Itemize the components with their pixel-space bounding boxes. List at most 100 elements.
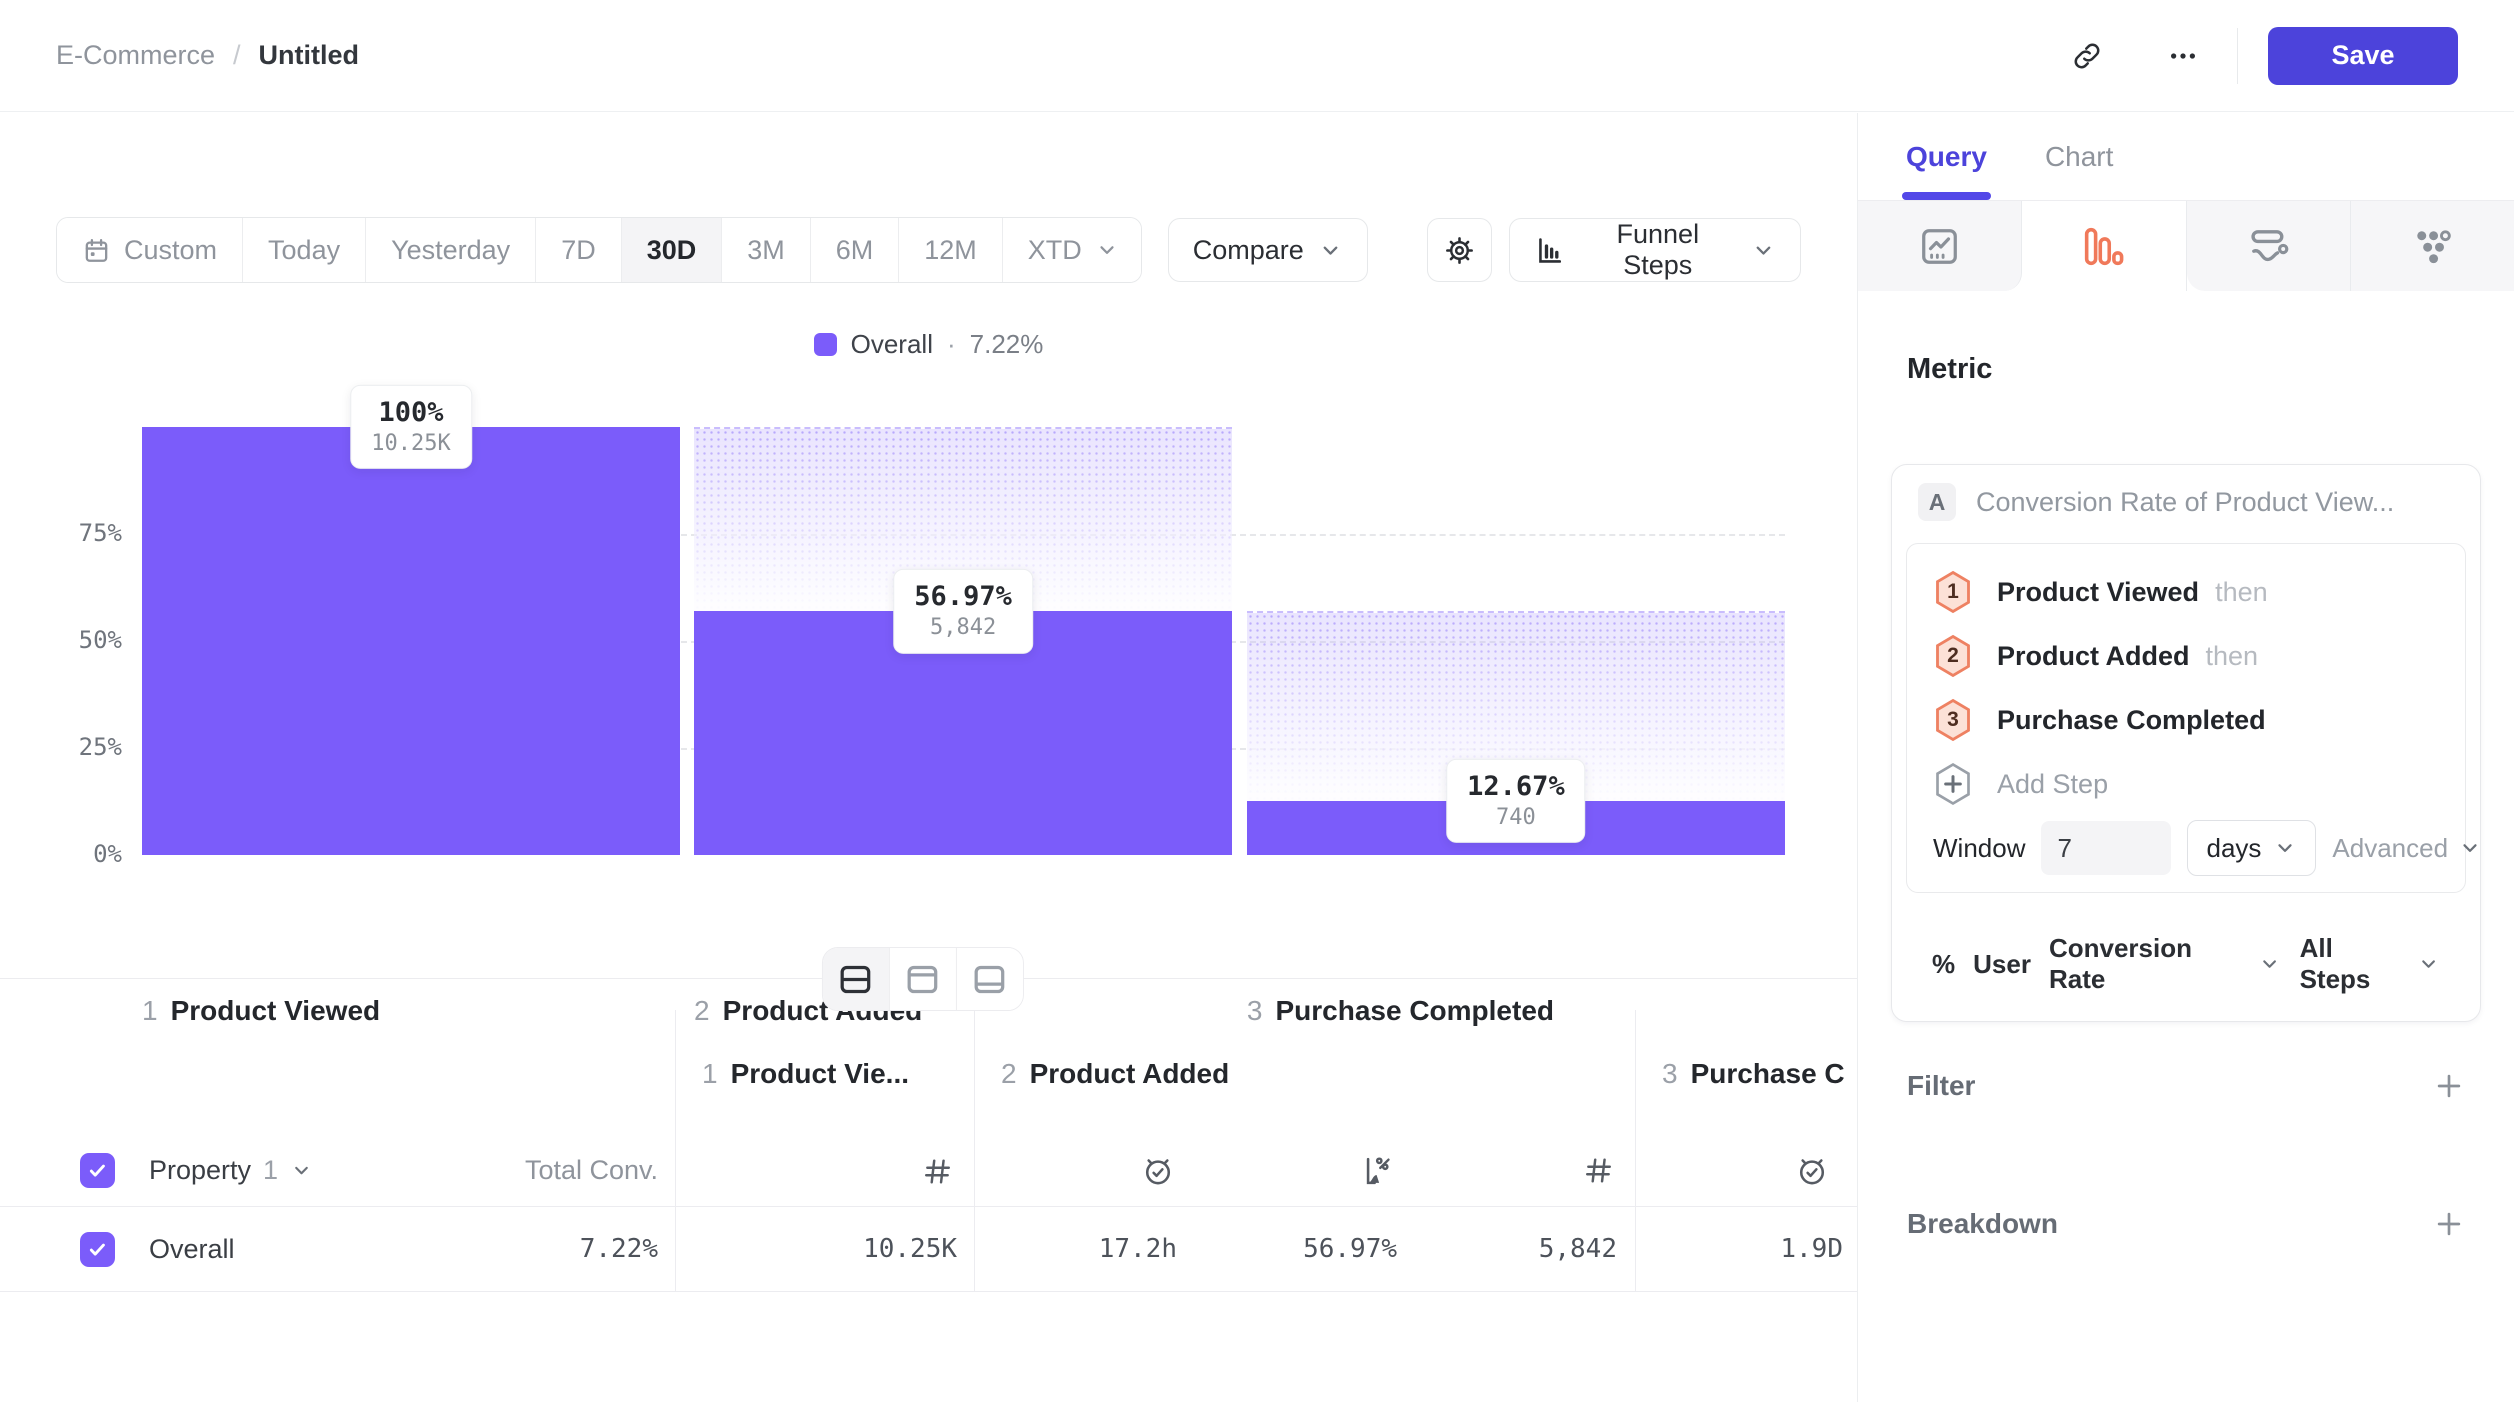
table-row[interactable]: Overall 7.22% (0, 1207, 675, 1292)
share-link-button[interactable] (2059, 28, 2115, 84)
step2-column-header[interactable]: 2 Product Added (1001, 1058, 1230, 1089)
range-today[interactable]: Today (243, 218, 367, 282)
tab-funnel[interactable] (2022, 201, 2187, 291)
link-icon (2072, 41, 2102, 71)
y-tick-0: 0% (93, 840, 122, 868)
tab-query[interactable]: Query (1902, 113, 1991, 200)
compare-button[interactable]: Compare (1167, 218, 1368, 282)
funnel-bar-purchase-completed[interactable]: 12.67% 740 (1246, 427, 1785, 855)
step3-column-header[interactable]: 3 Purchase C (1662, 1058, 1845, 1089)
range-xtd[interactable]: XTD (1002, 218, 1141, 282)
insights-chart-icon (1918, 225, 1961, 268)
gear-icon (1444, 235, 1475, 266)
range-3m[interactable]: 3M (722, 218, 811, 282)
chevron-down-icon (2458, 836, 2482, 860)
row-checkbox[interactable] (80, 1231, 115, 1267)
funnel-bar-product-added[interactable]: 56.97% 5,842 (694, 427, 1233, 855)
ellipsis-icon (2168, 41, 2198, 71)
steps-scope-selector[interactable]: All Steps (2300, 933, 2440, 995)
range-7d[interactable]: 7D (536, 218, 622, 282)
range-12m[interactable]: 12M (899, 218, 1003, 282)
add-filter-button[interactable] (2433, 1070, 2465, 1102)
window-value-input[interactable] (2041, 821, 2172, 875)
funnel-step-2[interactable]: 2 Product Added then (1933, 634, 2439, 678)
breadcrumb-project[interactable]: E-Commerce (56, 40, 216, 70)
legend-separator: · (946, 329, 956, 359)
chart-type-label: Funnel Steps (1616, 219, 1700, 280)
range-yesterday[interactable]: Yesterday (366, 218, 537, 282)
range-6m[interactable]: 6M (810, 218, 900, 282)
step-number-badge: 2 (1933, 634, 1973, 678)
breadcrumb: E-Commerce / Untitled (56, 40, 359, 71)
add-breakdown-button[interactable] (2433, 1208, 2465, 1240)
chart-toolbar: Custom Today Yesterday 7D 30D 3M 6M 12M … (56, 217, 1802, 283)
top-bar: E-Commerce / Untitled Save (0, 0, 2514, 112)
measure-row: % User Conversion Rate All Steps (1892, 913, 2480, 1021)
property-selector[interactable]: Property 1 (149, 1155, 313, 1186)
layout-table-only-button[interactable] (956, 948, 1023, 1010)
table-property-column: Property 1 Total Conv. Overall 7.22% (0, 1010, 675, 1292)
legend-series-label: Overall (850, 329, 933, 359)
plus-icon (2433, 1208, 2465, 1240)
y-tick-75: 75% (78, 519, 122, 547)
legend-series-value: 7.22% (969, 329, 1044, 359)
top-bar-actions: Save (2059, 26, 2458, 85)
step1-column-header[interactable]: 1 Product Vie... (702, 1058, 909, 1089)
bar-solid (142, 427, 681, 855)
chart-legend[interactable]: Overall · 7.22% (0, 329, 1857, 360)
body: Custom Today Yesterday 7D 30D 3M 6M 12M … (0, 113, 2514, 1402)
count-metric-toggle[interactable] (676, 1155, 974, 1188)
add-step-button[interactable]: Add Step (1933, 762, 2439, 806)
time-metric-toggle[interactable] (975, 1154, 1195, 1188)
layout-chart-only-button[interactable] (889, 948, 957, 1010)
cell-step2-conversion: 56.97% (1303, 1234, 1397, 1264)
table-step3-column: 3 Purchase C 1.9D (1635, 1010, 1857, 1292)
select-all-checkbox[interactable] (80, 1152, 115, 1188)
funnel-steps-icon (1534, 235, 1565, 266)
conversion-window-row: Window days Advanced (1933, 820, 2439, 876)
tab-flow[interactable] (2186, 201, 2351, 291)
conversion-metric-toggle[interactable] (1195, 1154, 1415, 1188)
chevron-down-icon (290, 1159, 313, 1182)
funnel-step-3[interactable]: 3 Purchase Completed (1933, 698, 2439, 742)
add-step-hex-icon (1933, 762, 1973, 806)
more-options-button[interactable] (2155, 28, 2211, 84)
funnel-step-1[interactable]: 1 Product Viewed then (1933, 570, 2439, 614)
funnel-bars-icon (2082, 225, 2125, 268)
cell-step2-time: 17.2h (1098, 1234, 1177, 1264)
chevron-down-icon (2258, 952, 2281, 976)
cell-step1-count: 10.25K (863, 1234, 957, 1264)
tab-insights-chart[interactable] (1858, 201, 2023, 291)
breadcrumb-separator: / (233, 40, 241, 70)
save-button[interactable]: Save (2268, 26, 2458, 85)
chart-type-button[interactable]: Funnel Steps (1508, 218, 1802, 282)
advanced-toggle[interactable]: Advanced (2332, 833, 2482, 864)
split-horizontal-icon (837, 961, 874, 998)
query-sidebar: Query Chart Metric (1857, 113, 2514, 1402)
window-unit-select[interactable]: days (2187, 820, 2317, 876)
filter-label: Filter (1907, 1070, 1976, 1101)
legend-swatch (813, 333, 837, 356)
tab-chart[interactable]: Chart (2044, 140, 2114, 172)
chart-settings-button[interactable] (1426, 218, 1492, 282)
chevron-down-icon (2273, 836, 2297, 860)
breadcrumb-title[interactable]: Untitled (258, 40, 360, 70)
plus-icon (2433, 1070, 2465, 1102)
breakdown-section: Breakdown (1891, 1208, 2481, 1240)
metric-type-selector[interactable]: Conversion Rate (2049, 933, 2282, 995)
layout-split-button[interactable] (822, 948, 890, 1010)
clock-check-icon (1141, 1154, 1175, 1188)
funnel-bar-product-viewed[interactable]: 100% 10.25K (142, 384, 681, 855)
x-axis-labels: 1 Product Viewed 2 Product Added 3 Purchase… (142, 995, 1785, 1035)
range-custom[interactable]: Custom (57, 218, 244, 282)
hash-icon (1582, 1154, 1615, 1187)
entity-selector[interactable]: User (1973, 948, 2031, 979)
range-30d[interactable]: 30D (621, 218, 723, 282)
check-icon (86, 1238, 109, 1261)
time-metric-toggle[interactable] (1636, 1154, 1857, 1188)
tab-retention[interactable] (2350, 201, 2514, 291)
clock-check-icon (1795, 1154, 1829, 1188)
count-metric-toggle[interactable] (1415, 1154, 1635, 1188)
metric-header[interactable]: A Conversion Rate of Product View... (1892, 465, 2480, 539)
